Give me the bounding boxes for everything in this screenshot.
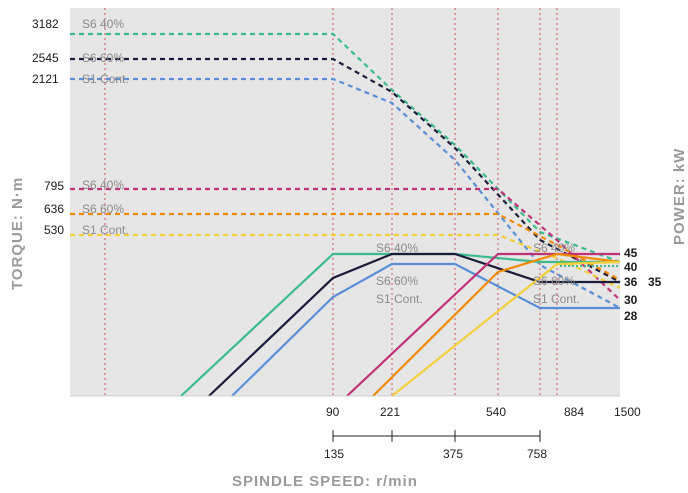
curve-label-s6-40: S6 40% xyxy=(82,178,124,192)
power-extensions xyxy=(560,265,620,309)
torque-s1-yellow xyxy=(70,233,621,289)
torque-label: 636 xyxy=(44,202,64,216)
torque-s6-40-magenta xyxy=(70,187,621,301)
x-tick-label: 135 xyxy=(324,447,344,461)
curve-label-s6-60: S6 60% xyxy=(82,202,124,216)
x-tick-label: 758 xyxy=(527,447,547,461)
x-tick-label: 221 xyxy=(380,405,400,419)
curve-label-s6-40: S6 40% xyxy=(82,17,124,31)
torque-label: 530 xyxy=(44,223,64,237)
torque-s6-60-navy xyxy=(70,57,621,283)
power-label: 30 xyxy=(624,293,638,307)
power-label: 35 xyxy=(648,275,662,289)
power-s1-blue xyxy=(231,262,620,397)
power-s1-yellow xyxy=(391,260,621,397)
y-axis-title-torque: TORQUE: N·m xyxy=(9,177,26,290)
curve-label-s6-40: S6 40% xyxy=(533,241,575,255)
torque-label: 2545 xyxy=(32,51,59,65)
curve-label-s6-60: S6 60% xyxy=(533,274,575,288)
y-axis-title-power: POWER: kW xyxy=(671,148,688,245)
curve-label-s6-60: S6 60% xyxy=(82,51,124,65)
torque-label: 795 xyxy=(44,179,64,193)
x-tick-label: 90 xyxy=(326,405,340,419)
power-label: 28 xyxy=(624,309,638,323)
power-s6-60-navy xyxy=(208,252,620,397)
curve-label-s1: S1 Cont. xyxy=(82,72,129,86)
torque-s6-40-green xyxy=(70,32,621,264)
x-axis-title: SPINDLE SPEED: r/min xyxy=(232,473,418,490)
curve-label-s1: S1 Cont. xyxy=(533,292,580,306)
power-label: 40 xyxy=(624,260,638,274)
plot-area xyxy=(70,8,620,396)
torque-curves xyxy=(70,32,621,309)
x-tick-label: 540 xyxy=(486,405,506,419)
torque-label: 2121 xyxy=(32,72,59,86)
torque-label: 3182 xyxy=(32,17,59,31)
curve-label-s6-60: S6 60% xyxy=(376,274,418,288)
power-label: 45 xyxy=(624,246,638,260)
torque-s6-60-orange xyxy=(70,212,621,281)
power-label: 36 xyxy=(624,275,638,289)
curve-label-s6-40: S6 40% xyxy=(376,241,418,255)
tick-bracket xyxy=(332,430,541,442)
curve-label-s1: S1 Cont. xyxy=(82,223,129,237)
curve-label-s1: S1 Cont. xyxy=(376,292,423,306)
torque-s1-blue xyxy=(70,77,621,309)
x-tick-label: 1500 xyxy=(614,405,641,419)
power-s6-60-orange xyxy=(372,252,621,397)
power-curves xyxy=(180,252,621,397)
x-tick-label: 884 xyxy=(564,405,584,419)
x-tick-label: 375 xyxy=(443,447,463,461)
power-s6-40-magenta xyxy=(346,252,620,397)
